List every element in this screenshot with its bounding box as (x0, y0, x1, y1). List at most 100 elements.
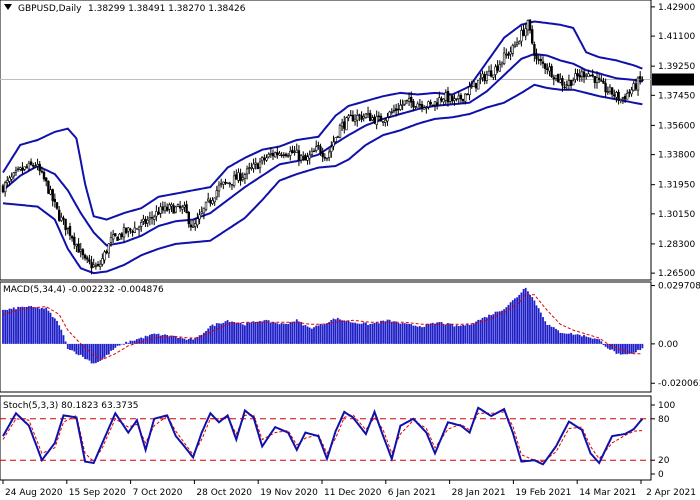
candle-body (591, 74, 594, 77)
macd-bar (542, 317, 544, 344)
candle-body (625, 93, 629, 100)
candle-body (615, 92, 618, 98)
candle-body (368, 112, 372, 122)
macd-bar (503, 309, 505, 344)
macd-bar (371, 323, 374, 344)
macd-bar (131, 340, 134, 344)
macd-bar (161, 335, 164, 344)
candle-body (608, 86, 612, 92)
macd-bar (593, 338, 596, 344)
candle-body (224, 181, 227, 184)
macd-bar (313, 327, 315, 344)
macd-bar (177, 338, 179, 344)
macd-bar (401, 323, 404, 344)
macd-bar (587, 337, 590, 344)
candle-body (552, 77, 556, 80)
macd-bar (157, 333, 160, 344)
candle-body (468, 86, 471, 95)
macd-bar (125, 341, 127, 344)
date-tick-label: 19 Nov 2020 (260, 488, 318, 498)
macd-bar (231, 321, 233, 344)
candle-body (362, 116, 365, 119)
macd-bar (73, 343, 76, 352)
macd-bar (200, 334, 203, 344)
bollinger-lower (2, 83, 643, 275)
candle-body (373, 116, 376, 124)
candle-body (476, 80, 480, 90)
macd-bar (384, 321, 387, 344)
macd-bar (496, 311, 499, 344)
symbol-label: GBPUSD,Daily (18, 4, 82, 14)
candle-body (42, 171, 46, 180)
candle-body (64, 218, 67, 231)
candle-body (68, 226, 72, 236)
candle-body (394, 108, 398, 111)
price-tick-label: 1.31950 (658, 181, 695, 191)
macd-tick-label: -0.020061 (658, 379, 700, 389)
candle-body (485, 74, 488, 81)
candle-body (34, 165, 37, 168)
candle-body (8, 177, 11, 182)
candle-body (36, 164, 39, 167)
candle-body (340, 122, 344, 127)
macd-bar (570, 332, 572, 344)
candle-body (6, 180, 9, 183)
macd-bar (215, 323, 218, 344)
macd-bar (77, 343, 80, 356)
candle-body (502, 52, 506, 64)
macd-bar (419, 326, 421, 344)
macd-bar (639, 343, 642, 351)
candle-body (563, 86, 566, 89)
candle-body (561, 78, 564, 86)
candle-body (429, 102, 432, 105)
candle-body (330, 146, 333, 152)
candle-body (252, 163, 255, 169)
macd-bar (425, 324, 428, 344)
macd-bar (267, 320, 270, 344)
macd-bar (362, 322, 365, 344)
candle-body (632, 83, 635, 91)
date-tick-label: 15 Sep 2020 (69, 488, 126, 498)
macd-bar (12, 307, 15, 344)
macd-bar (317, 325, 320, 344)
macd-bar (25, 307, 28, 344)
macd-bar (64, 341, 67, 344)
macd-bar (159, 335, 162, 344)
candle-body (267, 154, 270, 158)
candle-body (250, 167, 253, 169)
candle-body (332, 141, 335, 147)
candle-body (617, 91, 620, 101)
macd-bar (51, 317, 54, 344)
candle-body (399, 104, 402, 110)
candle-body (194, 223, 197, 227)
macd-bar (190, 338, 192, 344)
macd-bar (49, 312, 52, 344)
candle-body (593, 76, 597, 83)
macd-bar (414, 325, 417, 344)
macd-bar (120, 343, 123, 345)
price-tick-label: 1.35600 (658, 121, 695, 131)
macd-bar (462, 324, 464, 344)
macd-bar (408, 323, 410, 344)
dropdown-triangle-icon[interactable] (4, 4, 12, 10)
candle-body (530, 29, 534, 44)
candle-body (457, 95, 460, 100)
candle-body (172, 205, 175, 214)
macd-bar (568, 333, 570, 344)
macd-bar (406, 323, 408, 344)
macd-bar (218, 323, 220, 344)
candle-body (412, 101, 415, 108)
candle-body (40, 170, 44, 173)
candle-body (548, 66, 551, 72)
candle-body (619, 99, 623, 102)
macd-bar (514, 298, 516, 344)
candle-body (427, 101, 430, 108)
candle-body (60, 216, 63, 221)
macd-bar (209, 325, 212, 344)
macd-bar (58, 325, 61, 344)
macd-bar (97, 343, 99, 362)
macd-bar (449, 323, 451, 344)
candle-body (420, 104, 424, 109)
candle-body (94, 265, 98, 267)
candle-body (392, 110, 396, 112)
